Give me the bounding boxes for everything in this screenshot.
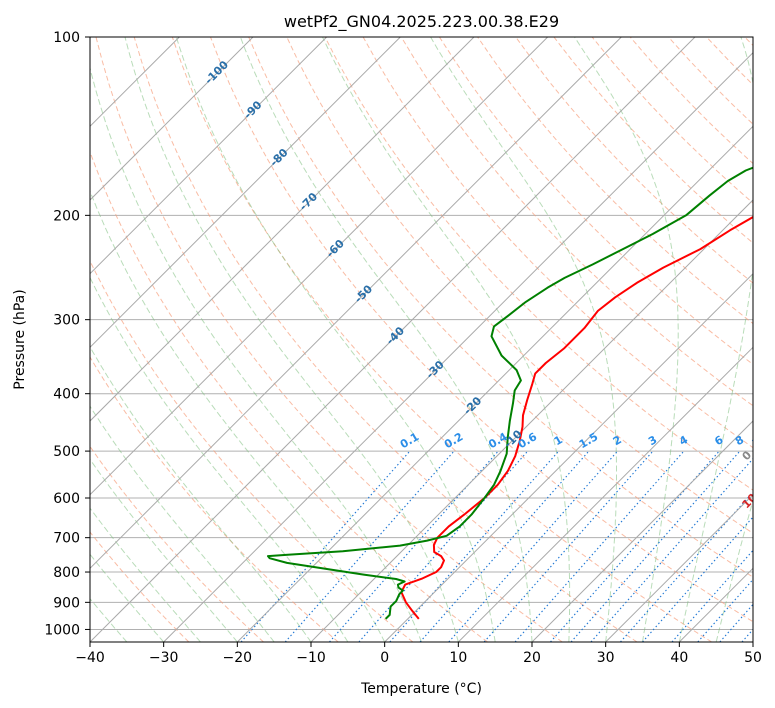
- y-tick-label: 900: [53, 595, 80, 611]
- isotherm: [90, 37, 254, 201]
- x-tick-label: −10: [296, 650, 326, 666]
- dry-adiabat: [90, 150, 488, 642]
- mixing-ratio-line: [483, 450, 654, 642]
- dry-adiabat: [324, 37, 753, 491]
- mixing-ratio-line: [284, 450, 455, 642]
- x-axis-ticks: −40 −30 −20 −10 0 10 20 30 40 50: [75, 642, 762, 666]
- isotherm: [310, 199, 753, 642]
- profile-series: [267, 166, 753, 620]
- dry-adiabat: [438, 37, 753, 366]
- y-axis-ticks: 100 200 300 400 500 600 700 800 900 1000: [44, 30, 90, 638]
- x-tick-label: 20: [523, 650, 541, 666]
- dry-adiabats: [90, 37, 753, 642]
- moist-adiabat: [678, 37, 753, 642]
- dry-adiabat: [515, 37, 753, 284]
- isotherm: [90, 37, 401, 349]
- mixing-ratio-label: 10: [750, 431, 770, 450]
- x-tick-label: 10: [449, 650, 467, 666]
- mixing-ratio-line: [590, 457, 753, 642]
- x-axis-label: Temperature (°C): [360, 681, 482, 697]
- dry-adiabat: [90, 445, 264, 642]
- moist-adiabat: [90, 345, 312, 642]
- x-tick-label: 50: [744, 650, 762, 666]
- isotherm: [605, 493, 753, 642]
- moist-adiabat: [175, 37, 496, 642]
- moist-adiabat: [90, 553, 165, 642]
- moist-adiabat: [90, 189, 386, 642]
- isotherm: [90, 37, 328, 275]
- x-tick-label: −40: [75, 650, 105, 666]
- moist-adiabat: [239, 37, 533, 642]
- isotherm: [90, 37, 622, 570]
- isotherm: [90, 37, 696, 642]
- isotherm: [90, 37, 549, 496]
- moist-adiabat: [90, 597, 128, 642]
- moist-adiabat: [90, 65, 422, 642]
- isotherm: [236, 125, 753, 642]
- moist-adiabat: [430, 37, 617, 642]
- moist-adiabat: [322, 37, 571, 642]
- y-tick-label: 500: [53, 444, 80, 460]
- dewpoint-line: [267, 166, 753, 620]
- isotherm: [384, 272, 753, 642]
- mixing-ratio-line: [419, 450, 590, 642]
- dry-adiabat: [171, 37, 712, 642]
- dry-adiabat: [400, 37, 753, 407]
- mixing-ratio-line: [389, 450, 560, 642]
- y-tick-label: 800: [53, 565, 80, 581]
- y-tick-label: 400: [53, 387, 80, 403]
- mixing-ratio-line: [448, 450, 618, 642]
- x-tick-label: 30: [597, 650, 615, 666]
- y-tick-label: 300: [53, 313, 80, 329]
- x-tick-label: −30: [149, 650, 179, 666]
- dry-adiabat: [248, 37, 753, 578]
- isotherm: [531, 420, 753, 642]
- x-tick-label: 0: [380, 650, 389, 666]
- mixing-ratio-line: [570, 450, 741, 642]
- dry-adiabat: [210, 37, 753, 623]
- x-tick-label: 40: [670, 650, 688, 666]
- mixing-ratio-line: [240, 450, 411, 642]
- pressure-gridlines: [90, 37, 753, 630]
- y-tick-label: 100: [53, 30, 80, 46]
- isotherm: [163, 51, 753, 642]
- y-tick-label: 1000: [44, 622, 80, 638]
- y-tick-label: 200: [53, 208, 80, 224]
- moist-adiabats: [90, 37, 753, 642]
- y-axis-label: Pressure (hPa): [12, 289, 28, 389]
- dry-adiabat: [133, 37, 638, 642]
- moist-adiabat: [90, 276, 349, 642]
- dry-adiabat: [90, 531, 190, 642]
- dry-adiabat: [95, 37, 563, 642]
- dry-adiabat: [90, 356, 339, 642]
- x-tick-label: −20: [223, 650, 253, 666]
- moist-adiabat: [90, 507, 201, 642]
- moist-adiabat: [90, 405, 275, 642]
- moist-adiabat: [124, 37, 459, 642]
- moist-adiabat: [574, 37, 679, 642]
- mixing-ratio-line: [514, 450, 685, 642]
- moist-adiabat: [90, 458, 238, 642]
- y-tick-label: 600: [53, 491, 80, 507]
- plot-frame: [89, 36, 754, 643]
- chart-title: wetPf2_GN04.2025.223.00.38.E29: [284, 12, 559, 32]
- skewed-isotherms: [90, 37, 753, 642]
- isotherm: [90, 37, 475, 422]
- temperature-line: [400, 215, 753, 620]
- y-tick-label: 700: [53, 531, 80, 547]
- isotherm: [457, 346, 753, 642]
